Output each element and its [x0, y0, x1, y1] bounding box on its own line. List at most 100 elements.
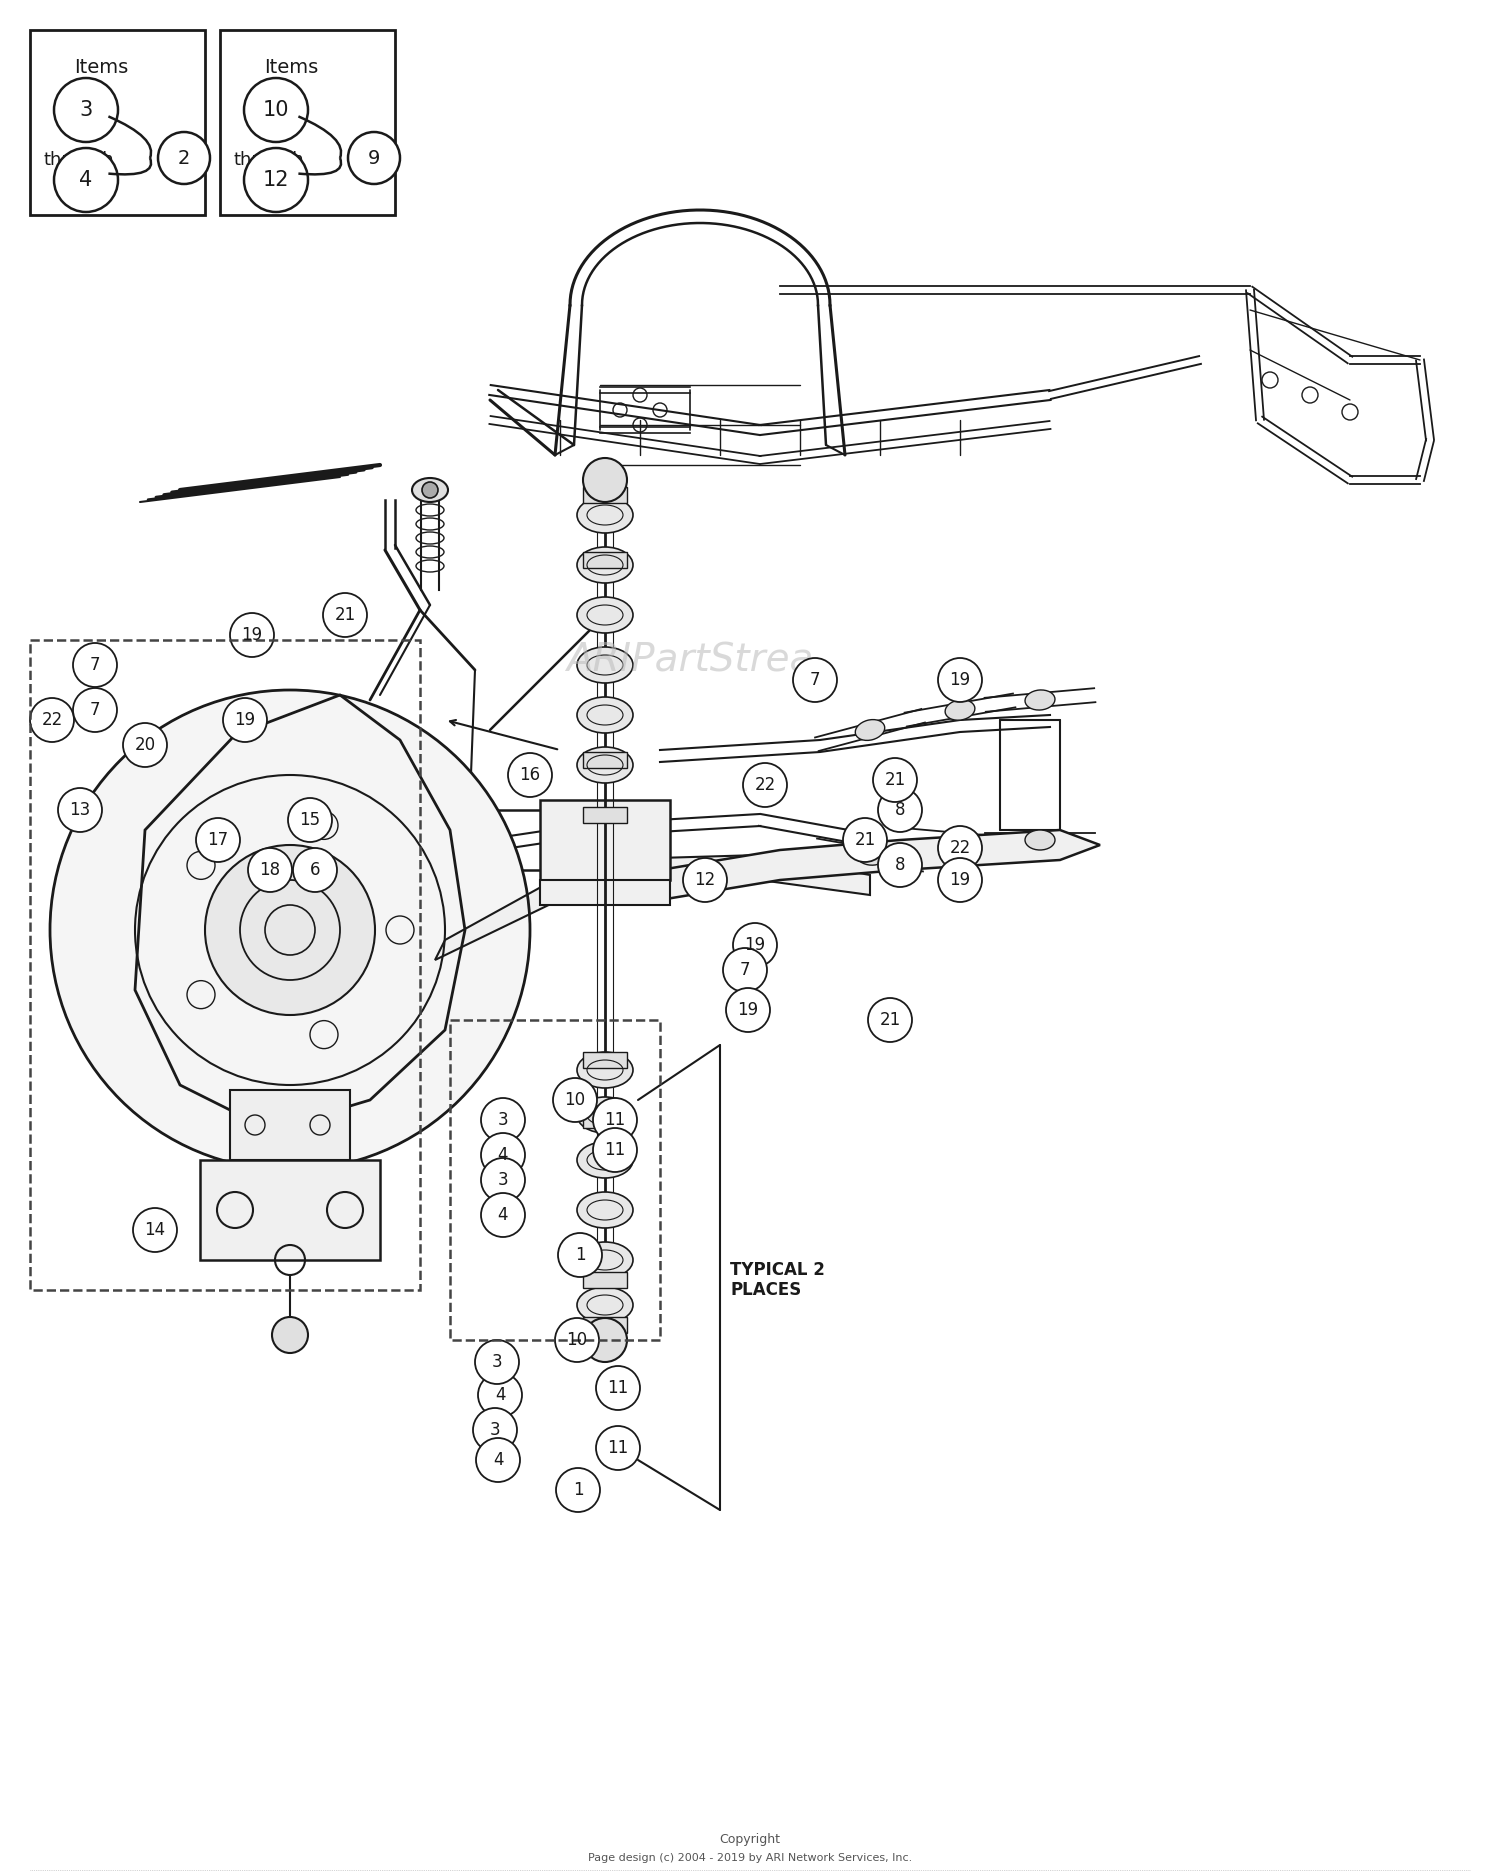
Ellipse shape [578, 1097, 633, 1133]
Text: 4: 4 [498, 1206, 508, 1224]
Circle shape [556, 1468, 600, 1513]
Text: Page design (c) 2004 - 2019 by ARI Network Services, Inc.: Page design (c) 2004 - 2019 by ARI Netwo… [588, 1853, 912, 1863]
Circle shape [348, 133, 400, 183]
Bar [200, 1161, 380, 1260]
Ellipse shape [945, 700, 975, 721]
Ellipse shape [1024, 829, 1054, 850]
Text: 22: 22 [950, 839, 970, 857]
Bar [584, 1271, 627, 1288]
Circle shape [843, 818, 886, 861]
Bar [220, 30, 394, 215]
Text: 4: 4 [495, 1385, 506, 1404]
Text: 17: 17 [207, 831, 228, 850]
Circle shape [878, 842, 922, 887]
Text: Items: Items [264, 58, 318, 77]
Polygon shape [660, 829, 1100, 900]
Text: 1: 1 [573, 1481, 584, 1499]
Text: 8: 8 [894, 801, 904, 818]
Ellipse shape [855, 844, 885, 865]
Circle shape [476, 1438, 520, 1483]
Text: 14: 14 [144, 1221, 165, 1239]
Bar [540, 880, 670, 904]
Text: 3: 3 [492, 1353, 502, 1370]
Circle shape [288, 797, 332, 842]
Text: 19: 19 [242, 625, 262, 644]
Text: 22: 22 [754, 777, 776, 794]
Circle shape [509, 753, 552, 797]
Text: 19: 19 [950, 870, 970, 889]
Circle shape [938, 826, 982, 870]
Circle shape [272, 1318, 308, 1353]
Text: 10: 10 [262, 99, 290, 120]
Ellipse shape [578, 1192, 633, 1228]
Text: 9: 9 [368, 148, 380, 167]
Circle shape [74, 689, 117, 732]
Circle shape [482, 1099, 525, 1142]
Text: 21: 21 [879, 1011, 900, 1030]
Text: 19: 19 [234, 711, 255, 728]
Bar [584, 1112, 627, 1129]
Bar [584, 1318, 627, 1333]
Text: ARIPartStrea: ARIPartStrea [567, 640, 813, 680]
Text: 19: 19 [950, 670, 970, 689]
Circle shape [558, 1234, 602, 1277]
Ellipse shape [945, 829, 975, 850]
Ellipse shape [578, 496, 633, 534]
Circle shape [244, 79, 308, 142]
Text: 3: 3 [498, 1110, 508, 1129]
Circle shape [938, 857, 982, 902]
Text: 22: 22 [42, 711, 63, 728]
Circle shape [482, 1133, 525, 1177]
Ellipse shape [578, 747, 633, 782]
Text: 20: 20 [135, 736, 156, 754]
Bar [584, 552, 627, 567]
Circle shape [742, 764, 788, 807]
Text: 18: 18 [260, 861, 280, 880]
Text: 19: 19 [738, 1002, 759, 1018]
Bar [584, 487, 627, 504]
Circle shape [682, 857, 728, 902]
Circle shape [723, 947, 766, 992]
Circle shape [584, 459, 627, 502]
Text: 11: 11 [604, 1110, 625, 1129]
Circle shape [230, 612, 274, 657]
Text: 21: 21 [855, 831, 876, 850]
Circle shape [54, 79, 118, 142]
Circle shape [734, 923, 777, 968]
Circle shape [123, 723, 166, 768]
Text: 11: 11 [608, 1440, 628, 1456]
Text: 1: 1 [574, 1247, 585, 1264]
Text: 3: 3 [80, 99, 93, 120]
Ellipse shape [578, 1288, 633, 1324]
Bar [30, 30, 206, 215]
Circle shape [868, 998, 912, 1043]
Circle shape [726, 988, 770, 1031]
Circle shape [472, 1408, 518, 1453]
Bar [540, 799, 670, 880]
Ellipse shape [578, 648, 633, 683]
Text: 7: 7 [740, 960, 750, 979]
Text: 12: 12 [262, 170, 290, 189]
Text: through: through [234, 152, 304, 168]
Text: 16: 16 [519, 766, 540, 784]
Text: 10: 10 [564, 1091, 585, 1108]
Ellipse shape [413, 477, 448, 502]
Circle shape [322, 593, 368, 636]
Circle shape [248, 848, 292, 891]
Circle shape [878, 788, 922, 831]
Text: 4: 4 [492, 1451, 502, 1470]
Ellipse shape [578, 1241, 633, 1279]
Circle shape [196, 818, 240, 861]
Text: 21: 21 [334, 607, 356, 623]
Bar [30, 640, 420, 1290]
Bar [450, 1020, 660, 1340]
Circle shape [206, 844, 375, 1015]
Text: 12: 12 [694, 870, 715, 889]
Ellipse shape [855, 719, 885, 741]
Polygon shape [435, 856, 870, 960]
Circle shape [244, 148, 308, 212]
Ellipse shape [578, 696, 633, 734]
Bar [584, 1052, 627, 1069]
Text: Copyright: Copyright [720, 1833, 780, 1846]
Bar [584, 753, 627, 768]
